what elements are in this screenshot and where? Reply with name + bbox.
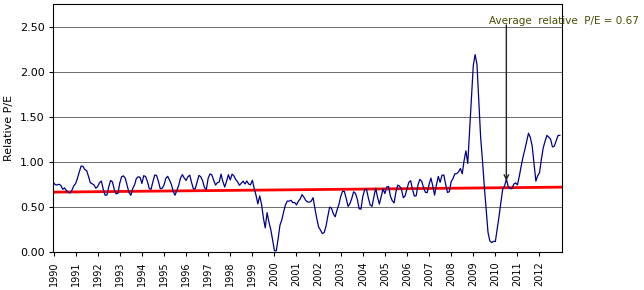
- Y-axis label: Relative P/E: Relative P/E: [4, 95, 14, 161]
- Text: Average  relative  P/E = 0.67: Average relative P/E = 0.67: [489, 16, 639, 26]
